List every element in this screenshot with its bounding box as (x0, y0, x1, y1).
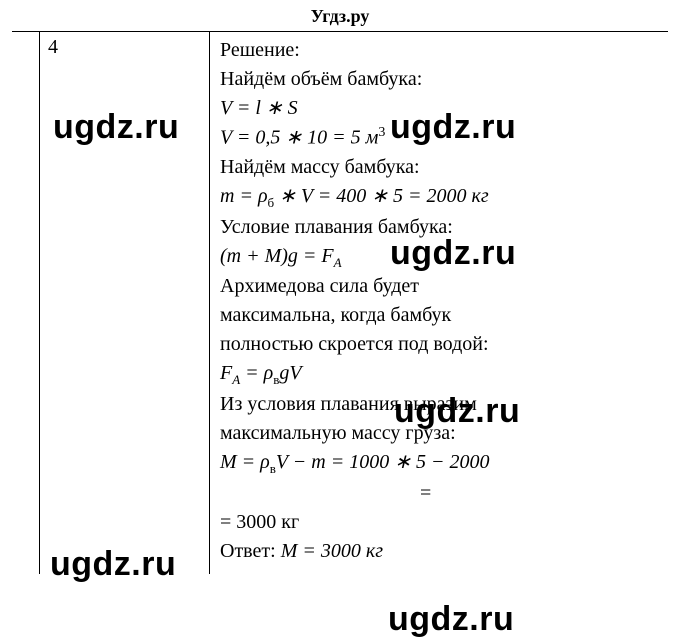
solution-line: максимальную массу груза: (220, 419, 658, 448)
solution-line: = (220, 479, 658, 508)
formula-text: V − m = 1000 ∗ 5 − 2000 (276, 451, 490, 473)
solution-line: Найдём массу бамбука: (220, 153, 658, 182)
solution-line: FA = ρвgV (220, 359, 658, 390)
superscript: 3 (378, 125, 385, 140)
watermark-text: ugdz.ru (388, 600, 514, 639)
row-index-col (12, 32, 40, 574)
formula-text: F (220, 362, 232, 384)
formula-text: M = ρ (220, 451, 270, 473)
solution-line: Архимедова сила будет (220, 272, 658, 301)
solution-line: Найдём объём бамбука: (220, 65, 658, 94)
solution-line: V = 0,5 ∗ 10 = 5 м3 (220, 123, 658, 153)
solution-table: 4 Решение: Найдём объём бамбука: V = l ∗… (12, 31, 668, 574)
solution-line: M = ρвV − m = 1000 ∗ 5 − 2000 (220, 448, 658, 479)
formula-text: V = 0,5 ∗ 10 = 5 м (220, 127, 378, 149)
solution-body: Решение: Найдём объём бамбука: V = l ∗ S… (210, 32, 668, 574)
formula-text: gV (279, 362, 301, 384)
answer-label: Ответ: (220, 540, 281, 562)
solution-line: m = ρб ∗ V = 400 ∗ 5 = 2000 кг (220, 182, 658, 213)
site-header: Угдз.ру (0, 0, 680, 31)
solution-line: = 3000 кг (220, 508, 658, 537)
formula-text: = ρ (240, 362, 273, 384)
solution-line: полностью скроется под водой: (220, 330, 658, 359)
subscript: A (334, 255, 342, 270)
formula-text: ∗ V = 400 ∗ 5 = 2000 кг (274, 185, 489, 207)
solution-line: максимальна, когда бамбук (220, 301, 658, 330)
formula-text: M = 3000 кг (281, 540, 383, 562)
solution-line: Условие плавания бамбука: (220, 213, 658, 242)
solution-line: Из условия плавания выразим (220, 390, 658, 419)
problem-number-col: 4 (40, 32, 210, 574)
subscript: A (232, 372, 240, 387)
problem-number: 4 (48, 36, 58, 58)
solution-line: Ответ: M = 3000 кг (220, 537, 658, 566)
formula-text: (m + M)g = F (220, 245, 334, 267)
solution-line: V = l ∗ S (220, 94, 658, 123)
solution-line: Решение: (220, 36, 658, 65)
formula-text: m = ρ (220, 185, 268, 207)
formula-text: V = l ∗ S (220, 97, 298, 119)
solution-line: (m + M)g = FA (220, 242, 658, 273)
